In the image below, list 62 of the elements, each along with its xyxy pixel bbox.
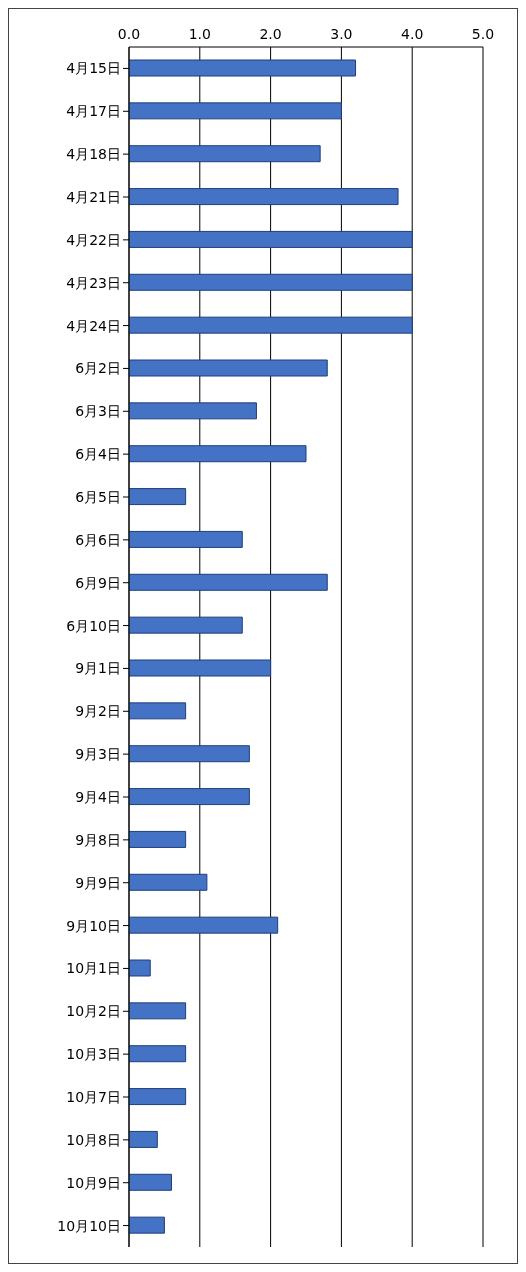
bar (129, 530, 243, 548)
x-tick-label: 3.0 (330, 26, 353, 42)
y-tick-label: 10月2日 (66, 1003, 121, 1020)
y-tick-label: 9月1日 (75, 660, 121, 677)
bar (129, 188, 399, 206)
y-tick-label: 6月10日 (66, 617, 121, 634)
bar (129, 916, 279, 934)
y-tick-label: 6月4日 (75, 446, 121, 463)
y-tick-label: 4月23日 (66, 274, 121, 291)
x-tick-label: 2.0 (259, 26, 282, 42)
y-tick-label: 4月21日 (66, 188, 121, 205)
y-tick-label: 10月3日 (66, 1046, 121, 1063)
bar (129, 1088, 187, 1106)
bar (129, 488, 187, 506)
bar (129, 1130, 158, 1148)
bar (129, 1002, 187, 1020)
bar (129, 873, 208, 891)
bar (129, 788, 250, 806)
bar (129, 1045, 187, 1063)
y-tick-label: 6月2日 (75, 360, 121, 377)
bar (129, 273, 413, 291)
bar (129, 316, 413, 334)
y-tick-label: 4月17日 (66, 103, 121, 120)
y-tick-label: 9月8日 (75, 831, 121, 848)
y-tick-label: 10月9日 (66, 1174, 121, 1191)
y-tick-label: 6月3日 (75, 403, 121, 420)
bar (129, 830, 187, 848)
bar (129, 616, 243, 634)
y-tick-label: 9月3日 (75, 746, 121, 763)
y-tick-label: 10月7日 (66, 1088, 121, 1105)
bar (129, 745, 250, 763)
bar (129, 59, 357, 77)
bar (129, 445, 307, 463)
bar (129, 659, 272, 677)
y-tick-label: 9月2日 (75, 703, 121, 720)
y-tick-label: 10月10日 (57, 1217, 121, 1234)
y-tick-label: 10月1日 (66, 960, 121, 977)
y-tick-label: 9月9日 (75, 874, 121, 891)
y-tick-label: 6月5日 (75, 488, 121, 505)
x-tick-label: 1.0 (188, 26, 211, 42)
x-tick-label: 4.0 (401, 26, 424, 42)
bar (129, 359, 328, 377)
y-tick-label: 4月22日 (66, 231, 121, 248)
y-tick-label: 6月9日 (75, 574, 121, 591)
bar (129, 1216, 165, 1234)
bar (129, 230, 413, 248)
x-tick-label: 5.0 (471, 26, 495, 42)
y-tick-label: 4月15日 (66, 60, 121, 77)
y-tick-label: 9月10日 (66, 917, 121, 934)
bar (129, 145, 321, 163)
bar (129, 1173, 172, 1191)
y-tick-label: 9月4日 (75, 788, 121, 805)
bar (129, 702, 187, 720)
y-tick-label: 4月24日 (66, 317, 121, 334)
bar (129, 959, 151, 977)
bar (129, 102, 342, 120)
bar (129, 402, 257, 420)
y-tick-label: 10月8日 (66, 1131, 121, 1148)
y-tick-label: 6月6日 (75, 531, 121, 548)
y-tick-label: 4月18日 (66, 146, 121, 163)
x-tick-label: 0.0 (117, 26, 141, 42)
bar (129, 573, 328, 591)
